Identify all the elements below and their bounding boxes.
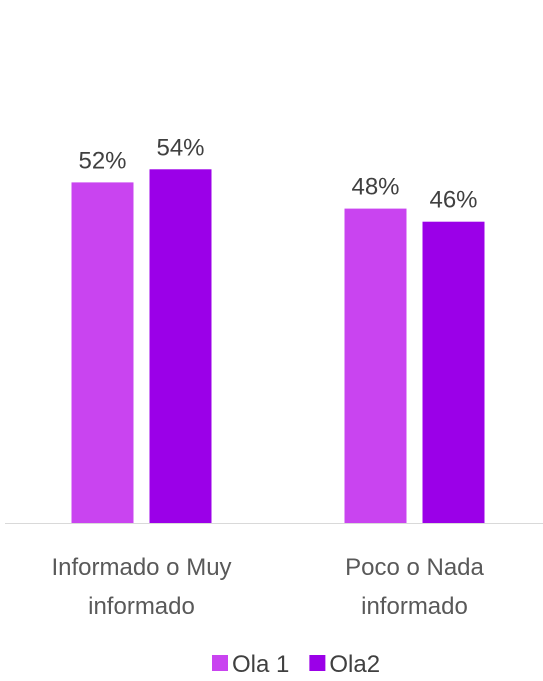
legend-label: Ola2 bbox=[329, 651, 380, 678]
data-label: 46% bbox=[429, 187, 477, 214]
bar bbox=[149, 169, 212, 524]
legend-swatch bbox=[309, 655, 326, 671]
legend-label: Ola 1 bbox=[232, 651, 289, 678]
data-label: 52% bbox=[78, 147, 126, 174]
legend-swatch bbox=[212, 655, 228, 671]
bar bbox=[422, 221, 485, 523]
x-tick-label: Poco o Nada informado bbox=[345, 554, 484, 620]
data-label: 54% bbox=[156, 134, 204, 161]
bar bbox=[344, 208, 407, 523]
bar bbox=[71, 182, 134, 523]
data-label: 48% bbox=[351, 174, 399, 201]
x-tick-label: Informado o Muy informado bbox=[51, 554, 232, 620]
